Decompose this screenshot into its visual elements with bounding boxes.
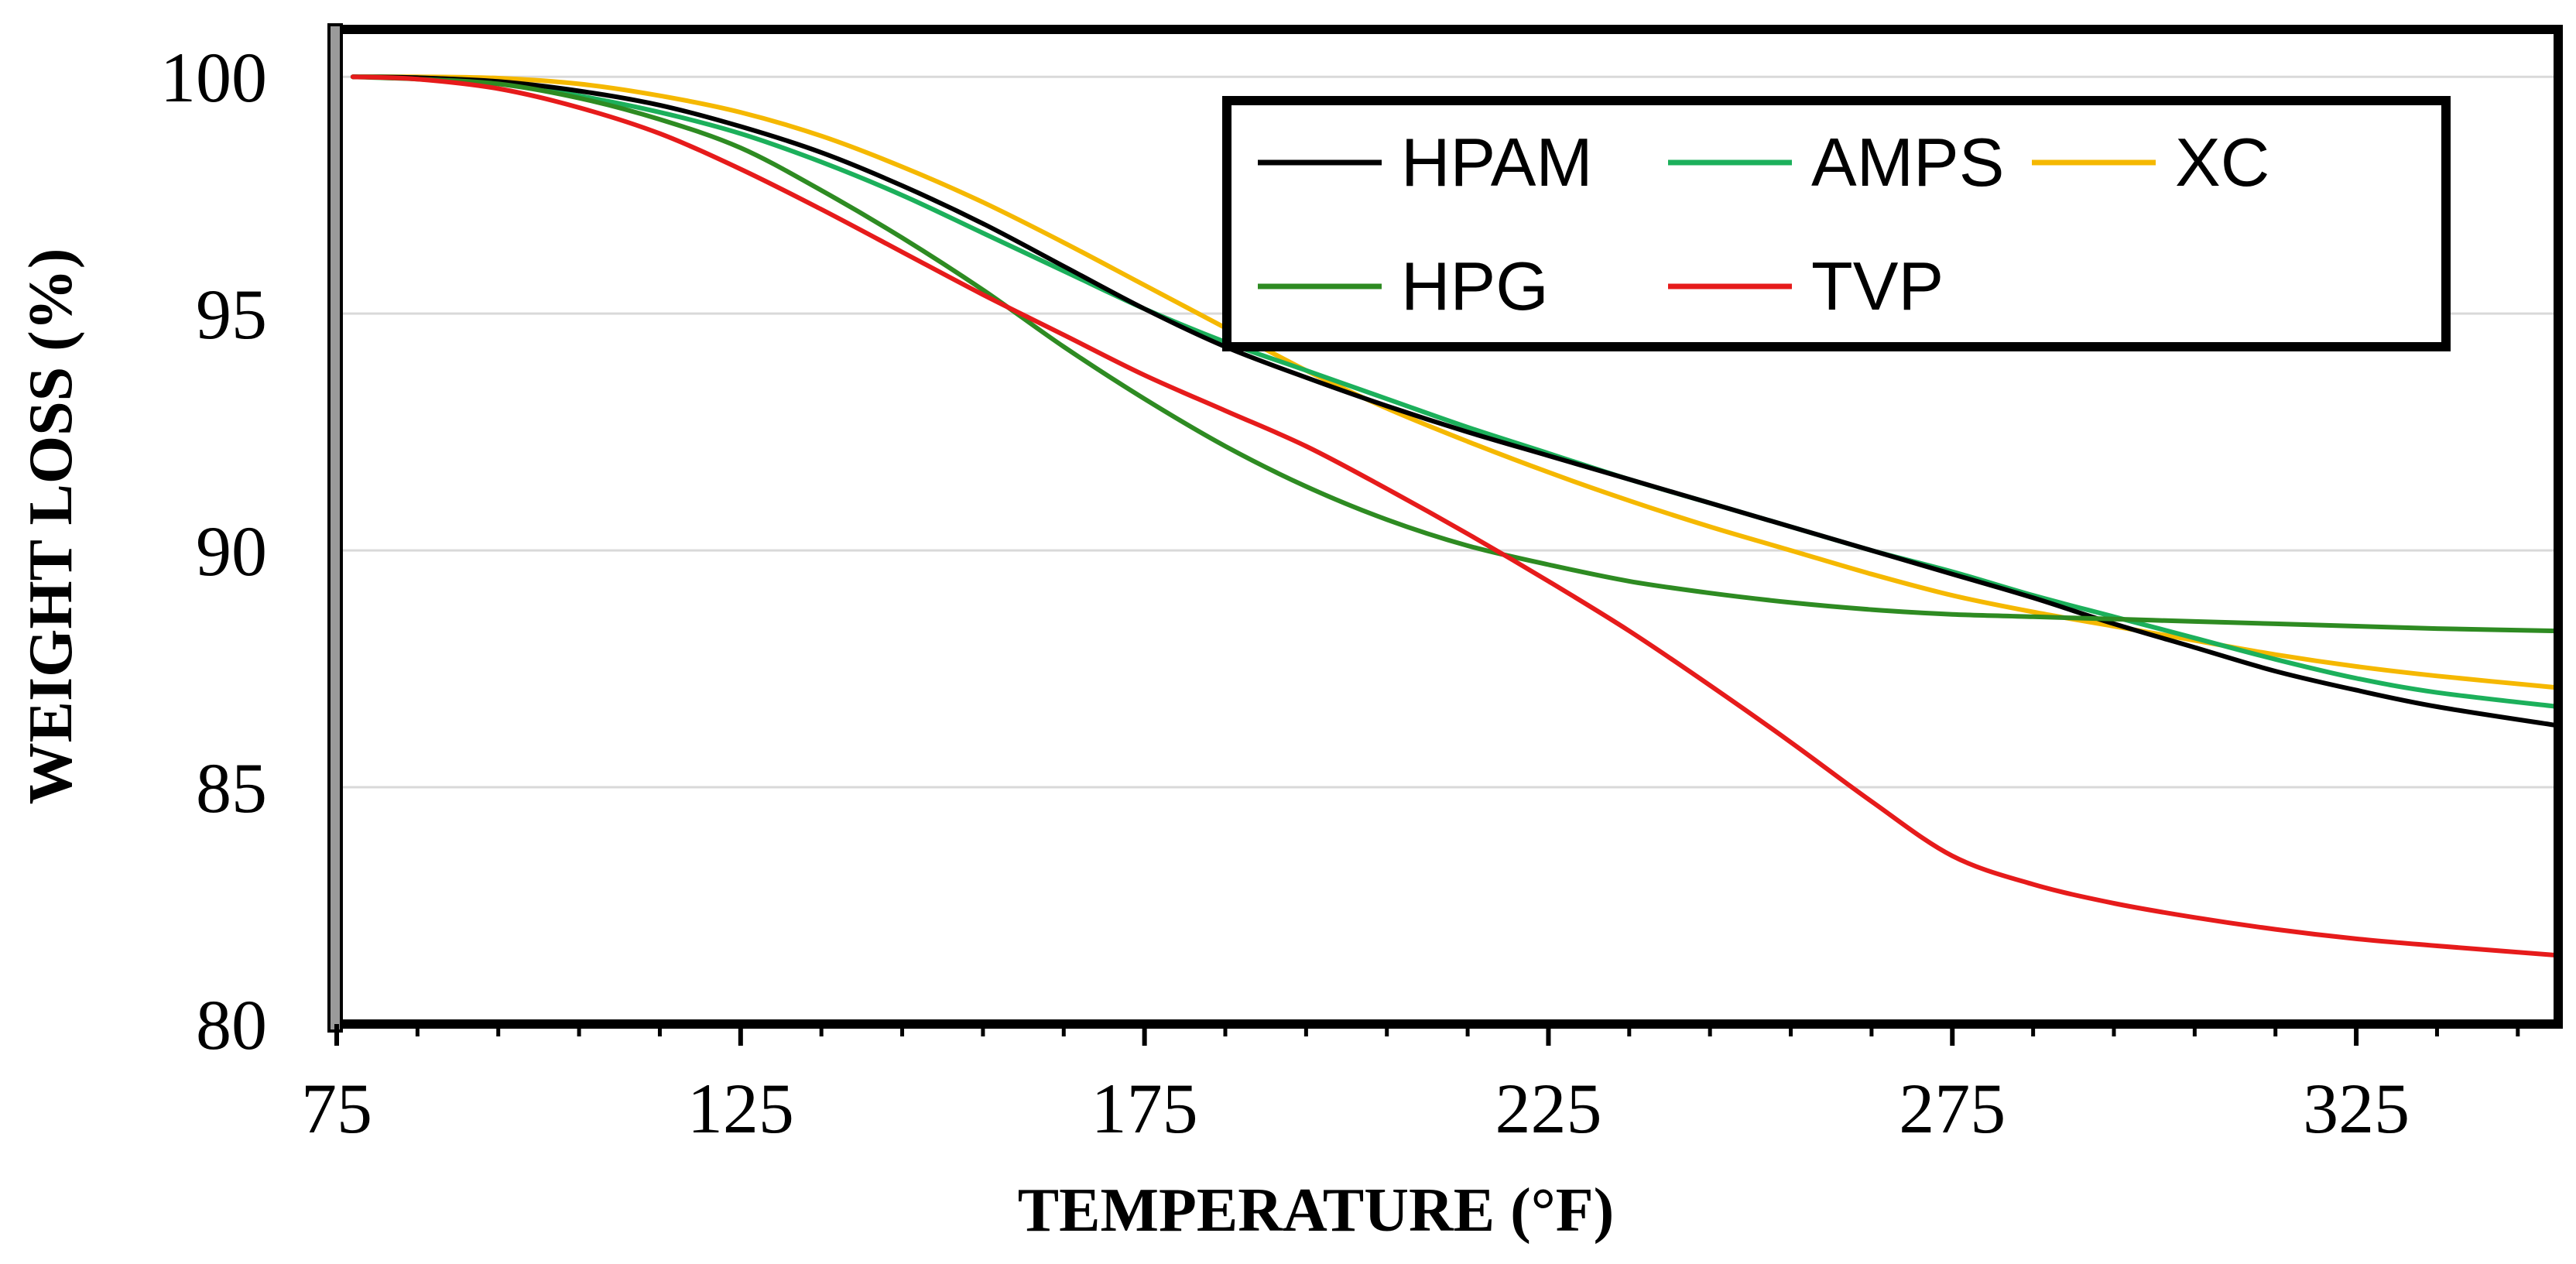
series-line-tvp: [350, 74, 2561, 958]
x-tick-label: 75: [301, 1069, 372, 1148]
x-tick-label: 325: [2303, 1069, 2410, 1148]
x-axis-title: TEMPERATURE (°F): [1018, 1177, 1614, 1245]
y-axis-line: [327, 23, 343, 1033]
legend-label-hpg: HPG: [1401, 248, 1549, 324]
legend-label-tvp: TVP: [1811, 248, 1944, 324]
series-line-hpg: [350, 74, 2561, 634]
x-tick-label: 125: [687, 1069, 794, 1148]
y-tick-label: 90: [196, 512, 267, 591]
y-axis: 80 85 90 95 100: [160, 38, 267, 1064]
legend-label-xc: XC: [2175, 124, 2269, 200]
legend-box: [1222, 96, 2451, 351]
series-line-xc: [350, 74, 2561, 690]
x-tick-label: 175: [1091, 1069, 1198, 1148]
series-line-hpam: [350, 74, 2561, 728]
series-lines: [350, 74, 2561, 958]
y-tick-label: 95: [196, 275, 267, 354]
y-tick-label: 85: [196, 748, 267, 827]
x-tick-label: 275: [1899, 1069, 2006, 1148]
y-axis-title: WEIGHT LOSS (%): [17, 248, 85, 805]
x-tick-label: 225: [1495, 1069, 1601, 1148]
series-line-amps: [350, 74, 2561, 709]
y-tick-label: 100: [160, 38, 267, 117]
y-tick-label: 80: [196, 985, 267, 1064]
legend-label-amps: AMPS: [1811, 124, 2004, 200]
legend-label-hpam: HPAM: [1401, 124, 1593, 200]
x-axis: 75 125 175 225 275 325: [301, 1024, 2520, 1148]
legend: HPAM AMPS XC HPG TVP: [1222, 96, 2451, 351]
